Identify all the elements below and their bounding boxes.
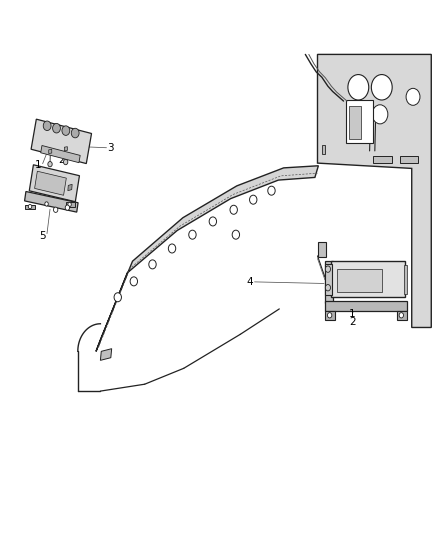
Bar <box>346 100 373 143</box>
Circle shape <box>45 202 48 206</box>
Polygon shape <box>66 203 75 207</box>
Polygon shape <box>325 311 335 319</box>
Circle shape <box>268 186 275 195</box>
Polygon shape <box>31 119 91 164</box>
Circle shape <box>371 75 392 100</box>
Circle shape <box>52 124 60 133</box>
Circle shape <box>62 126 70 135</box>
Text: 5: 5 <box>39 231 46 241</box>
Circle shape <box>325 285 330 291</box>
Polygon shape <box>35 171 66 195</box>
Polygon shape <box>64 147 67 151</box>
Circle shape <box>68 203 71 207</box>
Bar <box>325 264 332 295</box>
Bar <box>318 242 326 257</box>
Circle shape <box>230 205 237 214</box>
Polygon shape <box>29 165 80 201</box>
Text: 1: 1 <box>349 309 356 319</box>
Polygon shape <box>400 156 418 163</box>
Circle shape <box>28 205 32 209</box>
Circle shape <box>43 121 51 131</box>
Bar <box>336 269 382 292</box>
Text: 1: 1 <box>35 160 42 169</box>
Polygon shape <box>41 146 80 163</box>
Bar <box>325 301 406 311</box>
Circle shape <box>250 195 257 204</box>
Circle shape <box>406 88 420 106</box>
Bar <box>404 265 406 294</box>
Polygon shape <box>68 184 72 191</box>
Polygon shape <box>325 261 333 303</box>
Polygon shape <box>96 166 319 351</box>
Circle shape <box>372 105 388 124</box>
Circle shape <box>327 313 332 318</box>
Circle shape <box>48 161 52 167</box>
Polygon shape <box>101 349 112 360</box>
Polygon shape <box>373 156 392 163</box>
Circle shape <box>232 230 239 239</box>
Text: 4: 4 <box>247 277 253 287</box>
Text: 3: 3 <box>108 143 114 153</box>
Polygon shape <box>24 191 78 212</box>
Circle shape <box>189 230 196 239</box>
Circle shape <box>71 128 79 138</box>
Polygon shape <box>322 144 325 154</box>
Bar <box>331 261 405 297</box>
Polygon shape <box>49 149 52 154</box>
Circle shape <box>114 293 121 302</box>
Text: 2: 2 <box>58 156 65 165</box>
Circle shape <box>348 75 369 100</box>
Polygon shape <box>396 311 406 319</box>
Circle shape <box>130 277 138 286</box>
Circle shape <box>65 205 69 211</box>
Circle shape <box>149 260 156 269</box>
Circle shape <box>325 266 330 272</box>
Text: 2: 2 <box>349 317 356 327</box>
Circle shape <box>168 244 176 253</box>
Polygon shape <box>318 54 431 327</box>
Circle shape <box>399 313 403 318</box>
Bar <box>349 107 361 139</box>
Circle shape <box>53 207 58 213</box>
Circle shape <box>209 217 217 226</box>
Polygon shape <box>25 205 35 209</box>
Circle shape <box>63 159 68 165</box>
